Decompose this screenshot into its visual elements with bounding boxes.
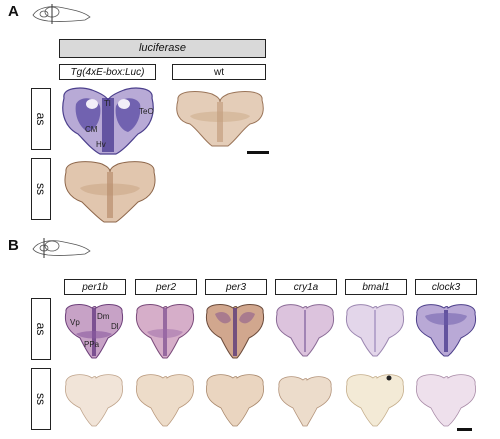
- brain-section-per3-ss: [206, 374, 264, 427]
- brain-section-clock3-as: [415, 304, 477, 357]
- annotation-ppa: PPa: [84, 340, 100, 349]
- annotation-dm: Dm: [97, 312, 110, 321]
- fish-brain-icon: [32, 238, 91, 258]
- brain-section-clock3-ss: [416, 374, 476, 427]
- brain-section-per2-as: [135, 304, 195, 359]
- brain-section-transgenic-ss: [64, 161, 156, 223]
- annotation-hv: Hv: [96, 140, 106, 149]
- brain-section-wt-as: [176, 91, 264, 147]
- column-label-per3: per3: [205, 279, 267, 295]
- row-label-ss-b: ss: [31, 368, 51, 430]
- annotation-dl: Dl: [111, 322, 119, 331]
- panel-a-letter: A: [8, 3, 19, 20]
- brain-section-cry1a-ss: [278, 376, 332, 427]
- brain-section-transgenic-as: [62, 87, 154, 155]
- panel-b-letter: B: [8, 237, 19, 254]
- brain-section-bmal1-as: [345, 304, 405, 357]
- column-label-bmal1: bmal1: [345, 279, 407, 295]
- column-label-cry1a: cry1a: [275, 279, 337, 295]
- luciferase-header: luciferase: [59, 39, 266, 58]
- scale-bar-a: [247, 151, 269, 154]
- brain-section-per2-ss: [136, 374, 194, 427]
- annotation-tl: Tl: [104, 99, 111, 108]
- brain-section-cry1a-as: [275, 304, 335, 357]
- annotation-cm: CM: [85, 125, 98, 134]
- column-label-per1b: per1b: [64, 279, 126, 295]
- scale-bar-b: [457, 428, 472, 431]
- annotation-vp: Vp: [70, 318, 80, 327]
- brain-section-per1b-ss: [65, 374, 123, 427]
- row-label-as-a: as: [31, 88, 51, 150]
- brain-section-per3-as: [205, 304, 265, 359]
- column-label-per2: per2: [135, 279, 197, 295]
- column-label-wt: wt: [172, 64, 266, 80]
- row-label-as-b: as: [31, 298, 51, 360]
- brain-section-per1b-as: [64, 304, 124, 359]
- column-label-transgenic: Tg(4xE-box:Luc): [59, 64, 156, 80]
- fish-brain-icon: [32, 4, 91, 24]
- annotation-teo: TeO: [139, 107, 154, 116]
- column-label-clock3: clock3: [415, 279, 477, 295]
- row-label-ss-a: ss: [31, 158, 51, 220]
- brain-section-bmal1-ss: [346, 374, 404, 427]
